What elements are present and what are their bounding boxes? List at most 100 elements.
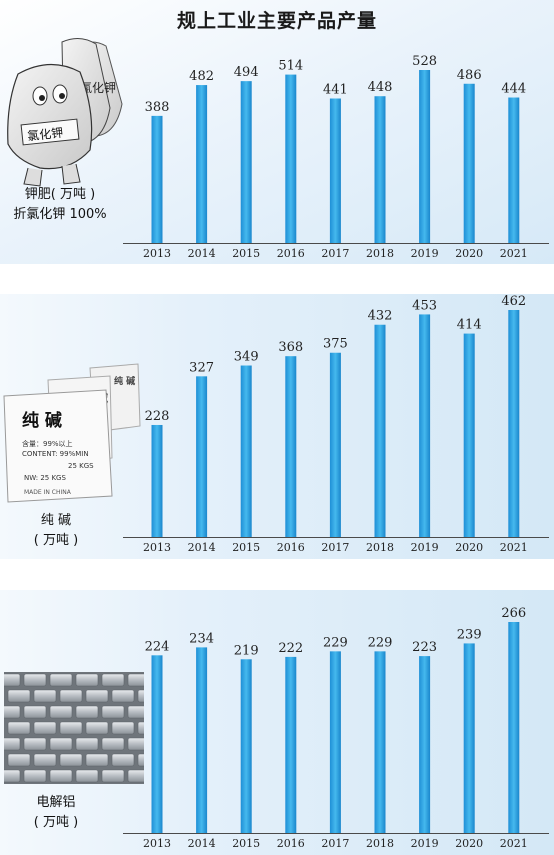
value-label-2013: 388 [145,100,170,115]
ingot-block [111,753,135,767]
bar-2018 [374,324,386,537]
ingot-block [85,689,109,703]
ingot-block [49,673,73,687]
ingot-block [75,737,99,751]
year-label-2020: 2020 [455,247,483,260]
value-label-2020: 414 [457,318,482,333]
potash-label-line-1: 钾肥( 万吨 ) [24,187,96,202]
ingot-block [127,705,144,719]
ingot-block [33,753,57,767]
ingot-block [33,721,57,735]
aluminium-label-line-1: 电解铝 [36,795,76,810]
bag-nw-line: NW: 25 KGS [24,474,66,482]
ingot-block [33,689,57,703]
value-label-2021: 444 [501,82,526,97]
year-label-2014: 2014 [188,247,216,260]
aluminium-ingots-photo [4,672,144,784]
ingot-block [101,705,125,719]
ingot-block [59,721,83,735]
year-label-2017: 2017 [321,837,349,850]
bar-2016 [285,74,297,243]
front-bag-text: 氯化钾 [27,126,64,144]
potash-bar-chart: 388 2013 482 2014 494 2015 514 2016 441 2017 448 20… [123,54,549,260]
ingot-block [4,737,21,751]
value-label-2013: 228 [145,409,170,424]
year-label-2021: 2021 [500,837,528,850]
soda-ash-bags-illustration: 纯 碱 纯 碱 纯 碱 含量：99%以上 CONTENT: 99%MIN 25 … [3,363,141,503]
bar-2018 [374,651,386,833]
ingot-block [111,689,135,703]
bar-2020 [463,333,475,537]
year-label-2013: 2013 [143,837,171,850]
bar-2013 [151,424,163,537]
year-label-2016: 2016 [277,247,305,260]
ingot-block [23,769,47,783]
year-label-2013: 2013 [143,247,171,260]
year-label-2016: 2016 [277,541,305,554]
bar-2019 [419,656,431,833]
ingot-block [85,721,109,735]
year-label-2019: 2019 [411,541,439,554]
value-label-2016: 222 [278,641,303,656]
bar-2019 [419,314,431,537]
year-label-2016: 2016 [277,837,305,850]
bar-2014 [196,647,208,833]
potash-bags-illustration: 氯化钾 氯化钾 [7,38,123,187]
ingot-block [137,721,144,735]
bar-2021 [508,310,520,537]
value-label-2019: 223 [412,640,437,655]
bar-2020 [463,83,475,244]
ingot-block [59,689,83,703]
ingot-block [101,673,125,687]
value-label-2019: 528 [412,54,437,69]
aluminium-bar-chart: 224 2013 234 2014 219 2015 222 2016 229 2017 229 20… [123,606,549,850]
ingot-block [49,769,73,783]
bar-2014 [196,376,208,537]
soda-ash-label: 纯 碱 ( 万吨 ) [0,512,112,550]
bar-2015 [240,365,252,537]
chart-panel-aluminium: 224 2013 234 2014 219 2015 222 2016 229 2017 229 20… [0,590,554,855]
year-label-2020: 2020 [455,541,483,554]
bar-2017 [329,651,341,833]
ingot-block [7,753,31,767]
value-label-2018: 448 [368,80,393,95]
bar-2017 [329,352,341,537]
bar-2021 [508,622,520,833]
ingot-block [4,673,21,687]
ingot-block [127,769,144,783]
ingot-block [111,721,135,735]
value-label-2019: 453 [412,298,437,313]
value-label-2021: 462 [501,294,526,309]
bag-weight-line: 25 KGS [68,462,94,470]
year-label-2015: 2015 [232,541,260,554]
ingot-block [23,673,47,687]
bar-2015 [240,81,252,243]
ingot-block [49,737,73,751]
ingot-block [137,689,144,703]
potash-label: 钾肥( 万吨 ) 折氯化钾 100% [0,186,120,224]
ingot-block [4,705,21,719]
ingot-block [75,705,99,719]
ingot-block [85,753,109,767]
aluminium-label: 电解铝 ( 万吨 ) [0,794,112,832]
ingot-block [127,737,144,751]
bar-2015 [240,659,252,833]
ingot-block [59,753,83,767]
year-label-2015: 2015 [232,837,260,850]
ingot-block [49,705,73,719]
page-title: 规上工业主要产品产量 [176,10,377,32]
year-label-2018: 2018 [366,541,394,554]
year-label-2019: 2019 [411,247,439,260]
ingot-block [7,689,31,703]
value-label-2015: 494 [234,65,259,80]
chart-panel-soda-ash: 228 2013 327 2014 349 2015 368 2016 375 2017 432 20… [0,294,554,559]
ingot-block [23,705,47,719]
value-label-2018: 432 [368,309,393,324]
value-label-2014: 327 [189,360,214,375]
value-label-2017: 229 [323,635,348,650]
ingot-block [127,673,144,687]
ingot-block [23,737,47,751]
year-label-2017: 2017 [321,247,349,260]
ingot-block [7,721,31,735]
aluminium-label-line-2: ( 万吨 ) [33,815,79,830]
